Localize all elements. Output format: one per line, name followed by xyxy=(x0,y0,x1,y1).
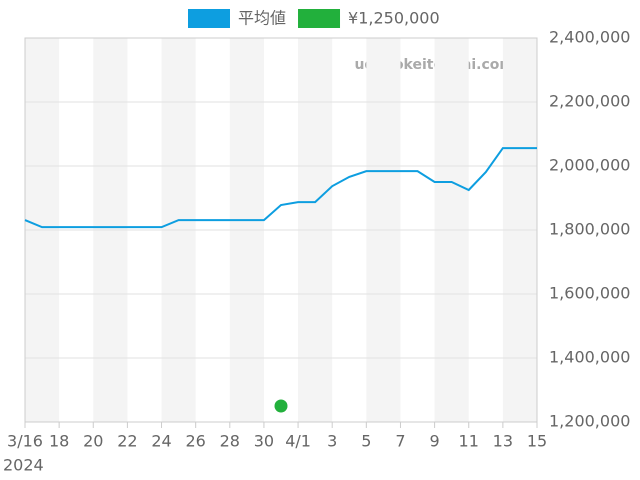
x-tick-label: 24 xyxy=(151,432,171,451)
y-tick-label: 2,000,000 xyxy=(549,156,630,175)
x-tick-label: 13 xyxy=(493,432,513,451)
y-tick-label: 1,200,000 xyxy=(549,412,630,431)
y-tick-label: 1,800,000 xyxy=(549,220,630,239)
legend-swatch xyxy=(188,9,230,28)
y-tick-label: 1,400,000 xyxy=(549,348,630,367)
x-tick-label: 9 xyxy=(430,432,440,451)
plot-frame xyxy=(24,37,538,423)
legend-label: ¥1,250,000 xyxy=(348,9,440,28)
x-tick-label: 3/16 xyxy=(7,432,43,451)
y-tick-label: 2,200,000 xyxy=(549,92,630,111)
x-tick-label: 7 xyxy=(395,432,405,451)
x-tick-label: 28 xyxy=(220,432,240,451)
y-tick-label: 1,600,000 xyxy=(549,284,630,303)
point xyxy=(274,399,288,413)
legend-swatch xyxy=(298,9,341,28)
x-year-label: 2024 xyxy=(3,456,44,475)
x-tick-label: 18 xyxy=(49,432,69,451)
x-tick-label: 30 xyxy=(254,432,274,451)
x-tick-label: 20 xyxy=(83,432,103,451)
legend-label: 平均値 xyxy=(238,9,286,28)
y-tick-label: 2,400,000 xyxy=(549,28,630,47)
x-tick-label: 22 xyxy=(117,432,137,451)
x-tick-label: 15 xyxy=(527,432,547,451)
x-tick-label: 11 xyxy=(459,432,479,451)
x-tick-label: 26 xyxy=(185,432,205,451)
x-tick-label: 4/1 xyxy=(285,432,311,451)
x-tick-label: 3 xyxy=(327,432,337,451)
x-tick-label: 5 xyxy=(361,432,371,451)
line xyxy=(24,147,537,229)
